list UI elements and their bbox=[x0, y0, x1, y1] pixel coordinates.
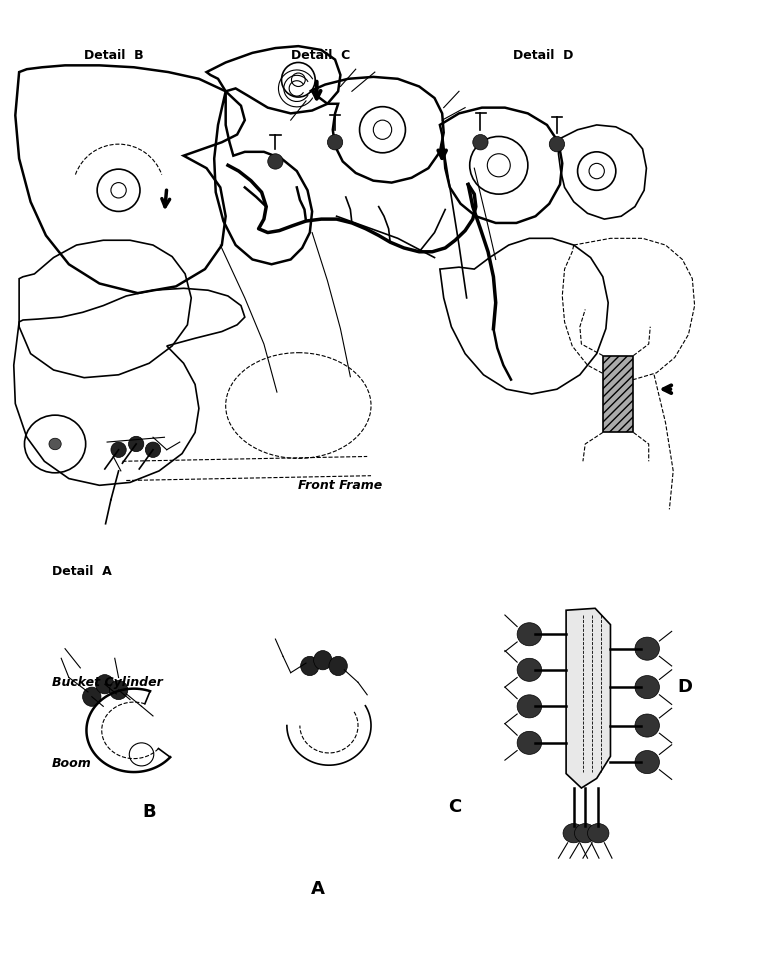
Ellipse shape bbox=[327, 135, 343, 150]
Bar bbox=[603, 356, 633, 432]
Ellipse shape bbox=[96, 675, 114, 694]
Ellipse shape bbox=[473, 135, 488, 150]
Text: Front Frame: Front Frame bbox=[298, 479, 382, 492]
Ellipse shape bbox=[563, 824, 584, 843]
Text: D: D bbox=[677, 678, 692, 696]
Ellipse shape bbox=[517, 695, 542, 718]
Text: Bucket Cylinder: Bucket Cylinder bbox=[52, 676, 163, 689]
Ellipse shape bbox=[109, 680, 128, 700]
Ellipse shape bbox=[517, 731, 542, 754]
Ellipse shape bbox=[588, 824, 609, 843]
Ellipse shape bbox=[268, 154, 283, 169]
Text: Detail  C: Detail C bbox=[291, 49, 350, 62]
Ellipse shape bbox=[635, 676, 659, 699]
Ellipse shape bbox=[83, 687, 101, 706]
Ellipse shape bbox=[549, 136, 565, 152]
Ellipse shape bbox=[635, 714, 659, 737]
Ellipse shape bbox=[575, 824, 596, 843]
Ellipse shape bbox=[111, 442, 126, 457]
Text: Detail  A: Detail A bbox=[52, 565, 112, 579]
Ellipse shape bbox=[635, 751, 659, 774]
Ellipse shape bbox=[635, 637, 659, 660]
Text: A: A bbox=[311, 880, 324, 898]
Ellipse shape bbox=[145, 442, 161, 457]
Ellipse shape bbox=[314, 651, 332, 670]
Ellipse shape bbox=[517, 623, 542, 646]
Text: Boom: Boom bbox=[52, 757, 92, 771]
Text: C: C bbox=[448, 799, 462, 816]
Text: Detail  B: Detail B bbox=[84, 49, 144, 62]
Polygon shape bbox=[566, 608, 610, 788]
Text: B: B bbox=[142, 803, 156, 821]
Ellipse shape bbox=[129, 436, 144, 452]
Ellipse shape bbox=[301, 656, 319, 676]
Ellipse shape bbox=[49, 438, 61, 450]
Text: Detail  D: Detail D bbox=[513, 49, 573, 62]
Ellipse shape bbox=[329, 656, 347, 676]
Ellipse shape bbox=[517, 658, 542, 681]
